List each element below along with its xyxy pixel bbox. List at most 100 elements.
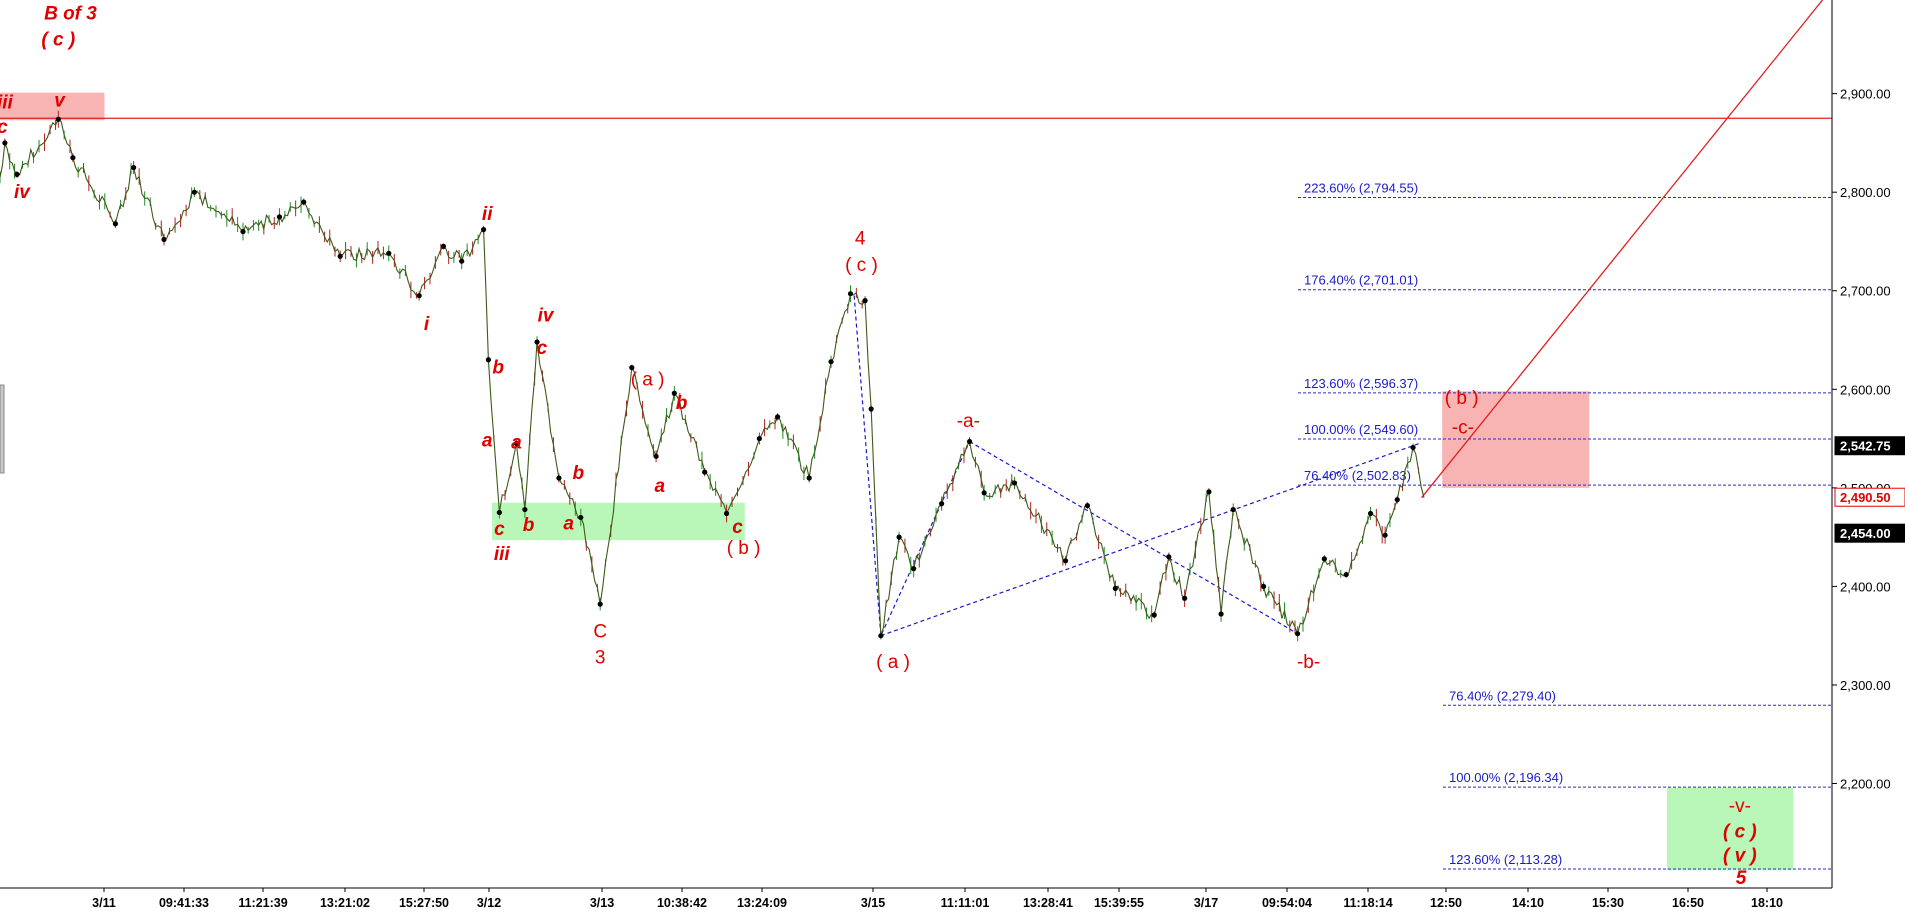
pivot-dot-52 bbox=[1218, 611, 1224, 617]
wave-label-4: c bbox=[0, 117, 8, 138]
x-tick-label-10: 11:11:01 bbox=[941, 896, 990, 910]
wave-label-33: ( c ) bbox=[1723, 822, 1757, 843]
pivot-dot-17 bbox=[480, 227, 487, 233]
fib-label-upper-2: 123.60% (2,596.37) bbox=[1304, 376, 1418, 391]
pivot-dot-60 bbox=[1394, 497, 1400, 503]
pivot-dot-40 bbox=[911, 566, 917, 572]
pivot-dot-56 bbox=[1321, 556, 1327, 562]
pivot-dot-51 bbox=[1206, 489, 1212, 495]
wave-label-8: iv bbox=[538, 305, 555, 326]
pivot-dot-48 bbox=[1151, 612, 1157, 618]
price-series bbox=[0, 110, 1425, 642]
pivot-dot-1 bbox=[2, 140, 8, 146]
y-tick-label-2: 2,700.00 bbox=[1840, 284, 1891, 299]
pivot-dot-12 bbox=[337, 253, 343, 259]
wave-label-16: a bbox=[563, 513, 574, 534]
x-tick-label-2: 11:21:39 bbox=[238, 896, 287, 910]
x-tick-label-9: 3/15 bbox=[861, 896, 885, 910]
x-tick-label-7: 10:38:42 bbox=[657, 896, 707, 910]
pivot-dot-33 bbox=[806, 475, 812, 481]
y-tick-label-0: 2,900.00 bbox=[1840, 87, 1891, 102]
wave-label-28: -a- bbox=[957, 411, 980, 432]
y-axis-panel bbox=[1832, 0, 1905, 912]
pivot-dot-7 bbox=[161, 236, 167, 243]
wave-label-9: c bbox=[537, 338, 548, 359]
red-zone-1 bbox=[1442, 391, 1590, 488]
fib-label-upper-1: 176.40% (2,701.01) bbox=[1304, 273, 1418, 288]
pivot-dot-22 bbox=[534, 339, 540, 345]
pivot-dot-50 bbox=[1182, 595, 1188, 601]
wave-label-24: ( b ) bbox=[727, 538, 761, 559]
price-tag-box bbox=[1834, 436, 1905, 456]
wave-label-1: ( c ) bbox=[41, 29, 75, 50]
pivot-dot-3 bbox=[55, 116, 61, 122]
wave-label-3: iii bbox=[0, 92, 13, 113]
pivot-dot-10 bbox=[276, 214, 283, 220]
wave-label-15: b bbox=[523, 515, 535, 536]
pivot-dot-57 bbox=[1343, 571, 1349, 578]
pivot-dot-49 bbox=[1166, 554, 1172, 560]
fib-label-upper-3: 100.00% (2,549.60) bbox=[1304, 422, 1418, 437]
wave-label-35: 5 bbox=[1736, 868, 1747, 889]
y-tick-label-7: 2,200.00 bbox=[1840, 777, 1891, 792]
pivot-dot-16 bbox=[459, 258, 465, 264]
pivot-dot-4 bbox=[70, 155, 76, 161]
x-tick-label-17: 14:10 bbox=[1512, 896, 1544, 910]
pivot-dot-29 bbox=[702, 469, 708, 475]
wave-label-11: a bbox=[482, 430, 493, 451]
wave-label-31: -c- bbox=[1452, 418, 1474, 439]
pivot-dot-23 bbox=[556, 475, 562, 481]
pivot-dot-13 bbox=[386, 250, 392, 256]
pivot-dot-30 bbox=[723, 510, 730, 517]
y-tick-label-6: 2,300.00 bbox=[1840, 678, 1891, 693]
x-tick-label-19: 16:50 bbox=[1672, 896, 1704, 910]
pivot-dot-53 bbox=[1230, 506, 1236, 513]
x-tick-label-14: 09:54:04 bbox=[1262, 896, 1312, 910]
pivot-dot-24 bbox=[578, 514, 584, 521]
x-tick-label-12: 15:39:55 bbox=[1094, 896, 1144, 910]
wave-label-19: 3 bbox=[595, 647, 606, 668]
pivot-dot-2 bbox=[14, 171, 20, 178]
price-tag-0: 2,542.75 bbox=[1834, 436, 1905, 456]
pivot-dot-35 bbox=[847, 291, 854, 297]
fib-label-upper-0: 223.60% (2,794.55) bbox=[1304, 181, 1418, 196]
pivot-dot-27 bbox=[653, 453, 659, 459]
pivot-dot-34 bbox=[828, 359, 834, 365]
green-zone-1 bbox=[1666, 787, 1794, 871]
pivot-dot-11 bbox=[301, 199, 307, 205]
x-tick-label-20: 18:10 bbox=[1751, 896, 1783, 910]
price-tag-text: 2,490.50 bbox=[1840, 490, 1891, 505]
wave-label-0: B of 3 bbox=[44, 4, 97, 25]
y-tick-label-1: 2,800.00 bbox=[1840, 185, 1891, 200]
wave-label-23: c bbox=[732, 517, 743, 538]
pivot-dot-46 bbox=[1084, 502, 1091, 509]
pivot-dot-25 bbox=[597, 601, 603, 607]
fib-label-lower-1: 100.00% (2,196.34) bbox=[1449, 770, 1563, 785]
price-line bbox=[0, 118, 1425, 636]
price-tag-text: 2,542.75 bbox=[1840, 439, 1891, 454]
fib-label-upper-4: 76.40% (2,502.83) bbox=[1304, 468, 1411, 483]
pivot-dot-37 bbox=[868, 406, 874, 412]
x-tick-label-6: 3/13 bbox=[590, 896, 614, 910]
x-tick-label-16: 12:50 bbox=[1430, 896, 1462, 910]
wave-label-13: b bbox=[573, 463, 585, 484]
pivot-dot-20 bbox=[513, 440, 519, 447]
price-tag-box bbox=[1834, 523, 1905, 543]
wave-label-30: ( b ) bbox=[1445, 388, 1479, 409]
pivot-dot-55 bbox=[1295, 631, 1301, 637]
wave-label-12: a bbox=[511, 432, 522, 453]
pivot-dot-44 bbox=[1011, 480, 1018, 486]
pivot-dot-45 bbox=[1062, 558, 1069, 564]
pivot-dot-39 bbox=[896, 534, 902, 540]
pivot-dot-6 bbox=[131, 164, 137, 171]
trend-line-3 bbox=[969, 441, 1298, 635]
price-tag-text: 2,454.00 bbox=[1840, 526, 1891, 541]
pivot-dot-5 bbox=[112, 221, 119, 227]
pivot-dot-26 bbox=[629, 365, 635, 371]
wave-label-18: C bbox=[593, 622, 607, 643]
wave-label-32: -v- bbox=[1729, 796, 1751, 817]
wave-label-26: ( c ) bbox=[845, 255, 878, 276]
pivot-dot-28 bbox=[671, 390, 677, 396]
